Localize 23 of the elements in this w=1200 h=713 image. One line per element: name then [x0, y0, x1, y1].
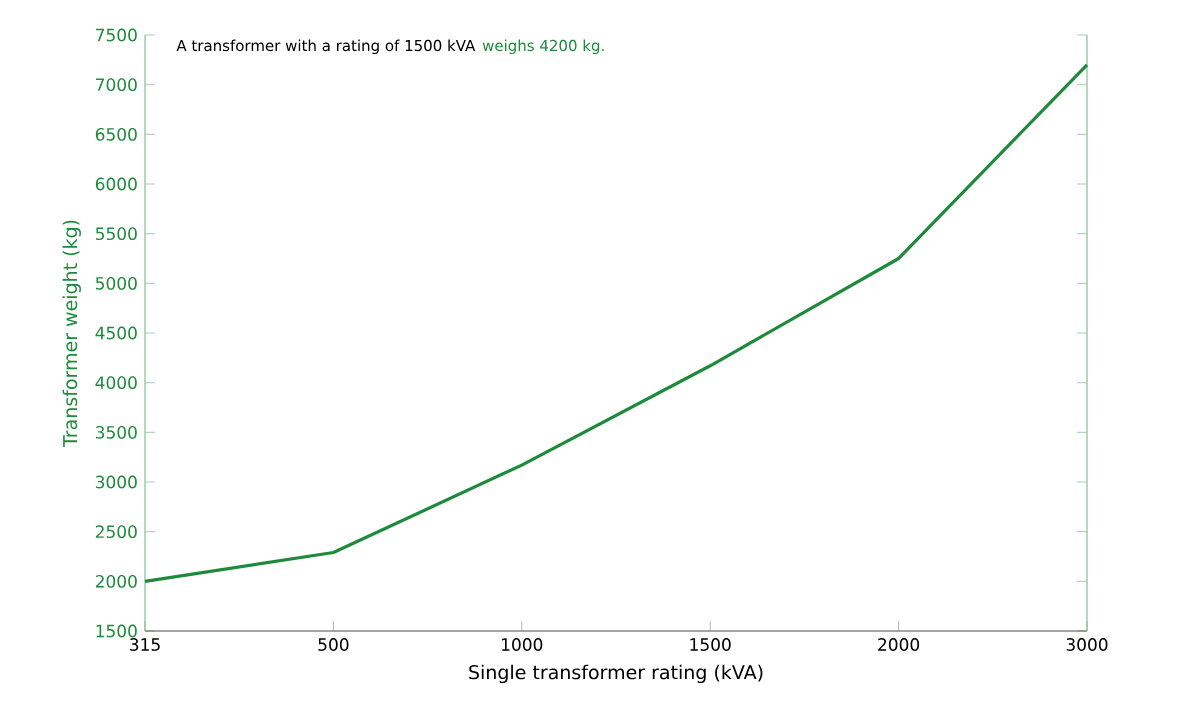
- y-tick-label: 6000: [95, 177, 137, 191]
- y-tick-label: 4500: [95, 326, 137, 340]
- x-tick-label: 500: [318, 638, 349, 651]
- y-tick-label: 5500: [95, 227, 137, 241]
- y-tick-label: 3500: [95, 425, 137, 439]
- x-axis-title: Single transformer rating (kVA): [469, 664, 763, 684]
- y-tick-label: 6500: [95, 127, 137, 141]
- y-tick-label: 2000: [95, 574, 137, 588]
- annotation: A transformer with a rating of 1500 kVA: [176, 39, 476, 55]
- y-tick-label: 4000: [95, 376, 137, 390]
- x-tick-label: 3000: [1066, 638, 1108, 651]
- y-tick-label: 3000: [95, 475, 137, 489]
- x-tick-label: 1500: [690, 638, 731, 651]
- x-tick-label: 1000: [502, 638, 543, 651]
- y-tick-label: 2500: [95, 525, 137, 539]
- x-tick-label: 315: [130, 638, 160, 651]
- y-axis-title: Transformer weight (kg): [62, 220, 81, 448]
- x-tick-label: 2000: [878, 638, 920, 651]
- y-tick-label: 7000: [96, 78, 137, 92]
- y-tick-label: 5000: [95, 276, 137, 290]
- y-tick-label: 7500: [96, 28, 137, 42]
- y-tick-label: 1500: [96, 624, 137, 638]
- annotation: weighs 4200 kg.: [482, 39, 604, 55]
